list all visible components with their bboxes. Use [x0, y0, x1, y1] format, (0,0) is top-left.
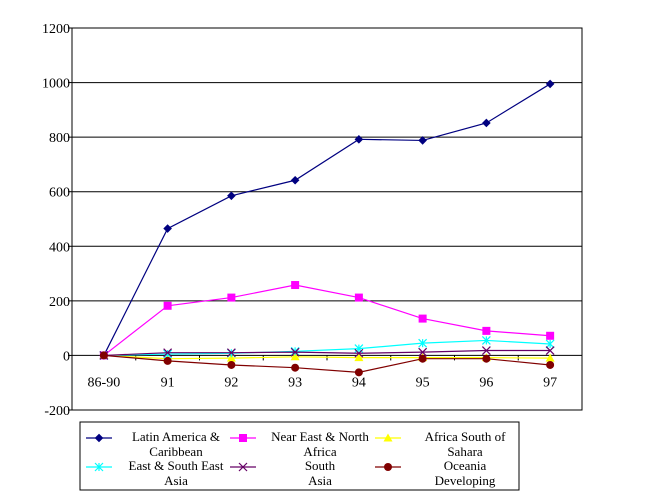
data-point — [545, 346, 555, 355]
data-point — [546, 360, 555, 369]
data-point — [418, 354, 427, 363]
data-point — [354, 348, 364, 358]
data-point — [354, 368, 363, 377]
data-point — [291, 363, 300, 372]
data-point — [418, 314, 427, 323]
legend-swatch-marker — [94, 433, 104, 443]
legend-label: Africa — [303, 444, 336, 459]
plot-area-frame — [71, 27, 583, 411]
data-point — [163, 348, 173, 358]
series-line — [103, 354, 551, 360]
legend-label: Near East & North — [271, 429, 369, 444]
legend-swatch-marker — [94, 462, 104, 472]
y-tick-label: 800 — [49, 131, 70, 146]
legend-entry: Latin America &Caribbean — [86, 429, 220, 459]
data-point — [481, 335, 491, 345]
data-point — [545, 339, 555, 349]
legend-swatch-marker — [238, 462, 248, 472]
series-latin-america-caribbean — [99, 79, 555, 360]
legend-label: Africa South of — [425, 429, 507, 444]
data-point — [227, 293, 236, 302]
series-line — [103, 83, 551, 356]
legend: Latin America &Caribbean Near East & Nort… — [79, 421, 520, 491]
x-tick-label-96: 96 — [479, 375, 493, 390]
data-point — [163, 301, 172, 310]
x-tick-label-86-90: 86-90 — [88, 375, 121, 390]
y-tick-label: 1200 — [42, 22, 70, 37]
x-tick-label-92: 92 — [224, 375, 238, 390]
x-tick-label-95: 95 — [416, 375, 430, 390]
legend-label: East & South East — [129, 458, 224, 473]
y-tick-label: 1000 — [42, 77, 70, 92]
series-line — [103, 284, 551, 356]
legend-label: Developing — [435, 473, 496, 488]
legend-swatch-marker — [383, 433, 393, 442]
axes: -200 0 200 400 600 800 1000 1200 86-90 91 92 93 94 95… — [42, 22, 583, 419]
gridlines — [72, 27, 582, 356]
data-point — [163, 224, 172, 233]
data-point — [354, 293, 363, 302]
legend-label: Latin America & — [132, 429, 220, 444]
legend-label: Oceania — [444, 458, 487, 473]
data-point — [546, 331, 555, 340]
y-tick-label: 600 — [49, 186, 70, 201]
data-point — [545, 79, 555, 89]
y-tick-label: 400 — [49, 240, 70, 255]
data-point — [227, 191, 236, 201]
series-line — [103, 349, 551, 357]
data-point — [290, 175, 300, 185]
legend-label: Caribbean — [149, 444, 203, 459]
data-point — [226, 348, 236, 358]
data-point — [290, 347, 300, 357]
series-near-east-north-africa — [99, 281, 555, 360]
x-tick-label-91: 91 — [161, 375, 175, 390]
legend-label: Asia — [308, 473, 332, 488]
data-point — [481, 346, 491, 355]
data-point — [291, 281, 300, 290]
legend-swatch-marker — [384, 463, 392, 471]
legend-label: South — [305, 458, 336, 473]
series-oceania-developing — [99, 351, 555, 377]
x-tick-label-93: 93 — [288, 375, 302, 390]
series-line — [103, 354, 551, 373]
data-point — [418, 347, 428, 357]
data-point — [99, 351, 108, 360]
data-point — [482, 326, 491, 335]
data-point — [163, 356, 172, 365]
legend-swatch-marker — [239, 434, 247, 442]
data-point — [163, 349, 173, 359]
data-point — [545, 353, 555, 362]
data-point — [354, 353, 364, 362]
y-tick-label: -200 — [44, 404, 70, 419]
data-point — [290, 352, 300, 361]
x-tick-label-97: 97 — [543, 375, 557, 390]
data-point — [227, 360, 236, 369]
data-point — [226, 353, 236, 362]
data-point — [354, 135, 364, 144]
legend-label: Sahara — [447, 444, 483, 459]
y-tick-label: 200 — [49, 295, 70, 310]
legend-box — [79, 421, 520, 491]
data-point — [418, 338, 428, 348]
x-tick-label-94: 94 — [352, 375, 366, 390]
data-point — [418, 136, 427, 145]
series-lines — [99, 79, 555, 377]
series-line — [103, 339, 551, 357]
data-point — [482, 118, 491, 128]
legend-label: Asia — [164, 473, 188, 488]
y-tick-label: 0 — [63, 349, 70, 364]
data-point — [482, 354, 491, 363]
